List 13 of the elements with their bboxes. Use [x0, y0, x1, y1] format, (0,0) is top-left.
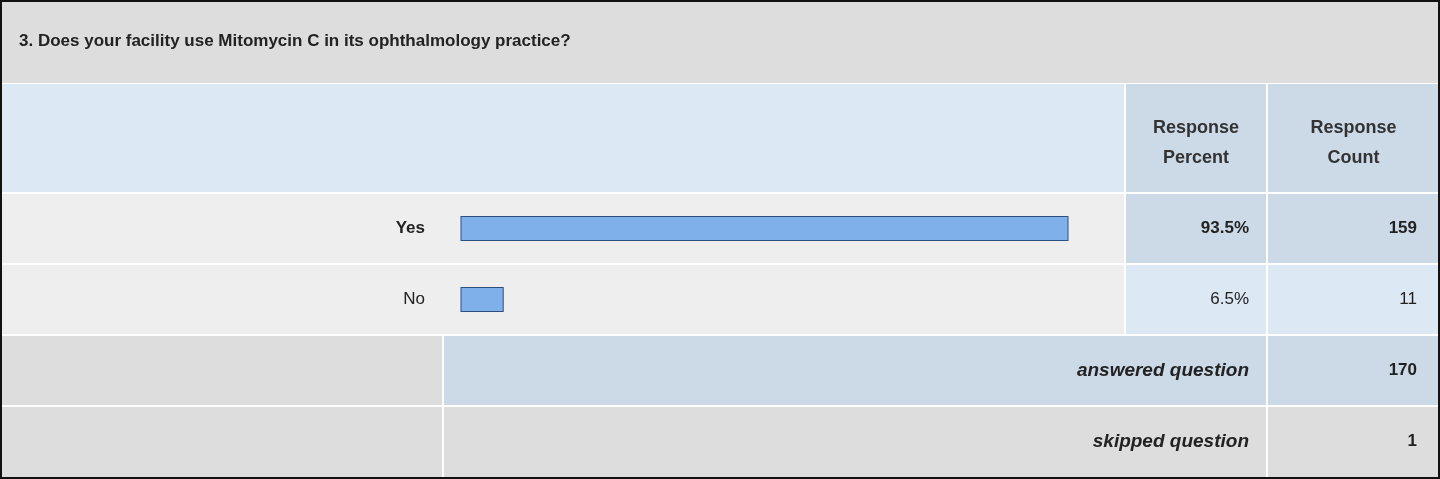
text: Response Count: [1310, 117, 1397, 167]
text: 11: [1399, 288, 1417, 308]
text: 159: [1388, 217, 1417, 237]
text: 170: [1388, 359, 1417, 379]
y-tick-label: No: [403, 288, 425, 308]
data-label: 6.5%: [1210, 288, 1249, 308]
text: 1: [1407, 430, 1417, 450]
data-label: 93.5%: [1200, 217, 1249, 237]
y-tick-label: Yes: [395, 217, 425, 237]
text: Response Percent: [1152, 117, 1240, 167]
text: answered question: [1076, 358, 1249, 380]
text: 3. Does your facility use Mitomycin C in its ophthalmology practice?: [19, 31, 571, 51]
text: skipped question: [1092, 429, 1249, 451]
